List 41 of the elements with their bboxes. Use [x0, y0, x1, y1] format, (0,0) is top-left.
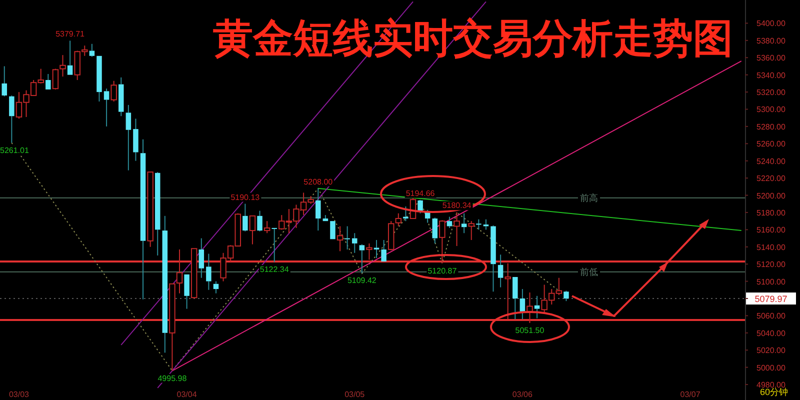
y-tick-label: 5120.00	[756, 260, 786, 270]
chart-title: 黄金短线实时交易分析走势图	[213, 15, 733, 62]
x-tick-label: 03/07	[680, 390, 701, 399]
y-tick-label: 5000.00	[756, 363, 786, 372]
y-tick-label: 5160.00	[756, 226, 786, 235]
annotation: 5208.00	[304, 177, 334, 186]
y-tick-label: 5260.00	[756, 140, 786, 149]
y-tick-label: 5280.00	[756, 122, 786, 132]
annotation: 5194.66	[406, 188, 436, 198]
x-tick-label: 03/06	[512, 390, 534, 399]
y-tick-label: 5020.00	[756, 346, 786, 356]
y-tick-label: 5380.00	[756, 36, 786, 46]
y-tick-label: 5320.00	[756, 88, 786, 98]
annotation: 5190.13	[230, 192, 260, 202]
annotation: 5180.34	[442, 201, 472, 210]
x-tick-label: 03/04	[176, 390, 198, 399]
annotation: 5261.01	[0, 146, 30, 155]
y-tick-label: 5240.00	[756, 156, 786, 166]
y-tick-label: 5180.00	[756, 208, 786, 218]
y-tick-label: 5140.00	[756, 242, 786, 252]
y-tick-label: 5220.00	[756, 174, 786, 184]
y-tick-label: 5360.00	[756, 54, 786, 63]
annotation: 5109.42	[347, 276, 377, 286]
ref-line-label: 前高	[580, 192, 598, 203]
annotation: 5379.71	[56, 30, 86, 39]
y-tick-label: 5400.00	[756, 19, 786, 28]
y-tick-label: 5340.00	[756, 70, 786, 80]
y-tick-label: 5300.00	[756, 105, 786, 114]
y-tick-label: 5200.00	[756, 191, 786, 200]
annotation: 4995.98	[158, 374, 188, 383]
text: 60分钟	[760, 387, 788, 397]
y-tick-label: 5060.00	[756, 312, 786, 321]
ref-line-label: 前低	[580, 266, 598, 277]
x-tick-label: 03/03	[8, 390, 30, 399]
annotation: 5120.87	[428, 266, 458, 276]
ref-line-label: 5079.97	[754, 294, 788, 304]
annotation: 5122.34	[260, 265, 290, 274]
y-tick-label: 5100.00	[756, 277, 786, 286]
annotation: 5051.50	[515, 326, 545, 336]
x-tick-label: 03/05	[344, 390, 366, 399]
y-tick-label: 5040.00	[756, 328, 786, 338]
